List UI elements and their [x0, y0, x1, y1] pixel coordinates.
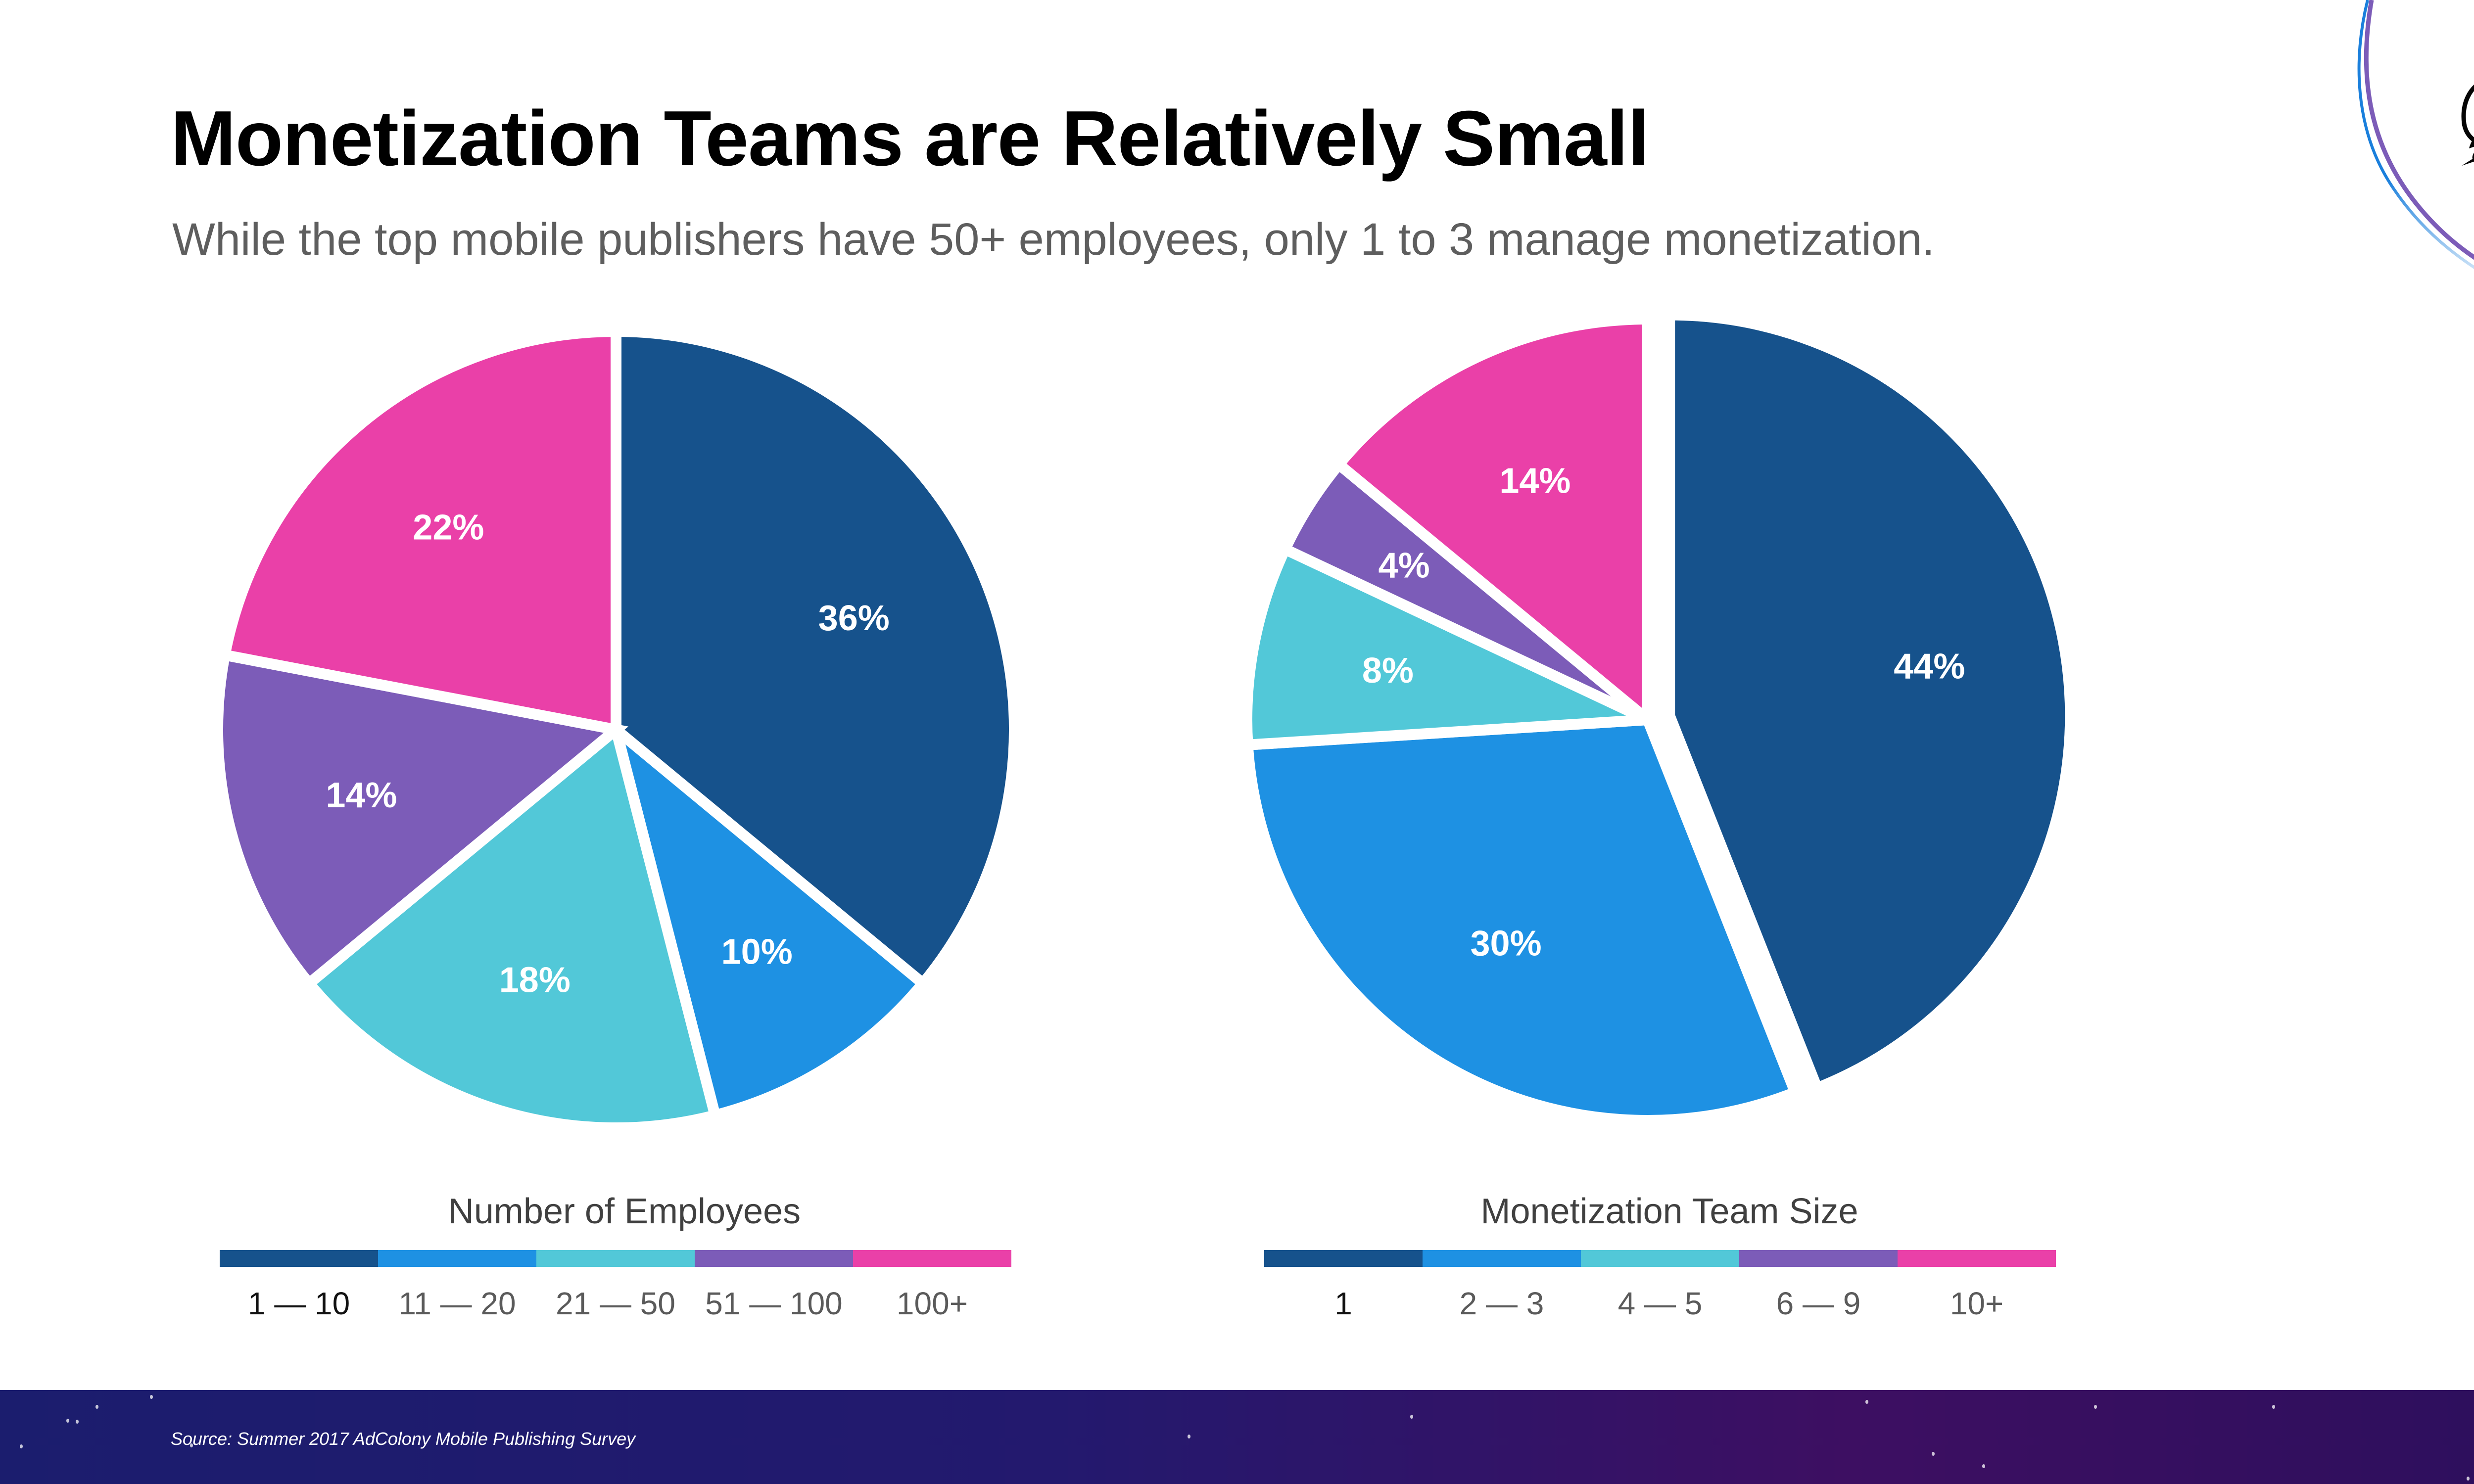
legend-swatch: [1739, 1250, 1898, 1267]
legend-swatch: [536, 1250, 695, 1267]
pie-chart-team-size: 44% 30% 8% 4% 14%: [1241, 309, 2076, 1126]
slice-label: 8%: [1362, 651, 1414, 691]
legend-label: 1 — 10: [247, 1286, 350, 1321]
pie-slice: [1241, 714, 1803, 1126]
legend-title-team-size: Monetization Team Size: [1480, 1192, 1858, 1231]
legend-bar-employees: [220, 1250, 1011, 1267]
slice-label: 14%: [1499, 461, 1570, 501]
legend-labels-employees: 1 — 10 11 — 20 21 — 50 51 — 100 100+: [220, 1285, 1011, 1322]
slice-label: 14%: [326, 776, 397, 815]
pie-slice: [611, 325, 1020, 991]
logo-arc-blue: [2357, 0, 2474, 269]
slide-subtitle: While the top mobile publishers have 50+…: [172, 214, 1935, 265]
legend-label: 10+: [1950, 1286, 2004, 1321]
star-decoration: [2094, 1405, 2097, 1409]
star-decoration: [95, 1405, 98, 1409]
star-decoration: [1865, 1400, 1868, 1404]
source-note: Source: Summer 2017 AdColony Mobile Publ…: [171, 1429, 636, 1449]
star-decoration: [2272, 1405, 2275, 1409]
legend-swatch: [1423, 1250, 1581, 1267]
star-decoration: [1188, 1435, 1190, 1438]
pie-slice: [1241, 542, 1650, 751]
legend-label: 11 — 20: [398, 1286, 516, 1321]
slice-label: 4%: [1379, 546, 1430, 586]
star-decoration: [190, 1443, 193, 1447]
legend-bar-team-size: [1264, 1250, 2056, 1267]
legend-swatch: [1898, 1250, 2056, 1267]
legend-label: 100+: [896, 1286, 968, 1321]
star-decoration: [66, 1419, 69, 1423]
legend-label: 2 — 3: [1459, 1286, 1544, 1321]
legend-label: 21 — 50: [556, 1286, 675, 1321]
star-decoration: [150, 1395, 153, 1399]
legend-swatch: [853, 1250, 1011, 1267]
slide-title: Monetization Teams are Relatively Small: [171, 95, 1649, 182]
star-decoration: [1410, 1415, 1413, 1419]
legend-label: 4 — 5: [1618, 1286, 1703, 1321]
slice-label: 22%: [413, 508, 484, 548]
charts-canvas: 36% 10% 18% 14% 22% 44% 30% 8% 4% 14%: [212, 309, 2076, 1133]
pie-slice: [212, 649, 629, 991]
pie-slice: [1331, 313, 1653, 732]
star-decoration: [1932, 1452, 1935, 1456]
logo-arc-purple: [2364, 0, 2474, 260]
pie-slice: [301, 720, 722, 1133]
slice-label: 18%: [499, 960, 571, 1000]
legend-swatch: [1581, 1250, 1739, 1267]
legend-swatch: [695, 1250, 853, 1267]
pie-slice: [218, 325, 621, 737]
slice-label: 10%: [721, 932, 793, 972]
legend-label: 51 — 100: [705, 1286, 843, 1321]
star-decoration: [76, 1420, 79, 1424]
pie-slice: [1664, 309, 2076, 1095]
slice-label: 44%: [1894, 647, 1965, 686]
legend-labels-team-size: 1 2 — 3 4 — 5 6 — 9 10+: [1264, 1285, 2056, 1322]
legend-swatch: [220, 1250, 378, 1267]
pie-chart-employees: 36% 10% 18% 14% 22%: [212, 325, 1020, 1133]
legend-swatch: [1264, 1250, 1423, 1267]
star-decoration: [1982, 1464, 1985, 1468]
legend-title-employees: Number of Employees: [448, 1192, 801, 1231]
slice-label: 36%: [818, 599, 890, 638]
star-decoration: [20, 1444, 23, 1448]
slice-label: 30%: [1470, 924, 1541, 963]
star-decoration: [2467, 1477, 2470, 1481]
legend-swatch: [378, 1250, 536, 1267]
legend-label: 6 — 9: [1776, 1286, 1861, 1321]
footer-bar: Source: Summer 2017 AdColony Mobile Publ…: [0, 1390, 2474, 1484]
legend-label: 1: [1334, 1286, 1352, 1321]
